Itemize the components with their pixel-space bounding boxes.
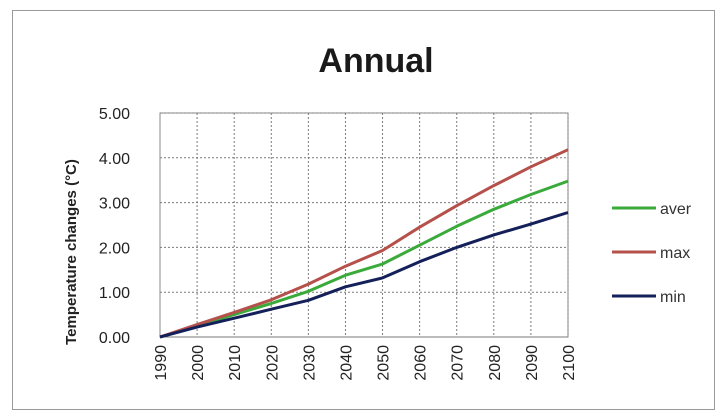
x-tick-label: 2040: [338, 345, 355, 381]
y-axis-ticks: 0.00 1.00 2.00 3.00 4.00 5.00: [99, 106, 130, 347]
x-axis-ticks: 1990 2000 2010 2020 2030 2040 2050 2060 2070 2080…: [153, 345, 578, 381]
y-axis-label: Temperature changes (°C): [63, 159, 80, 345]
series-line-max: [159, 148, 569, 339]
x-tick-label: 1990: [153, 345, 170, 381]
y-tick-label: 2.00: [99, 240, 130, 257]
x-tick-label: 2080: [487, 345, 504, 381]
series-line-min: [159, 211, 569, 339]
x-tick-label: 2030: [301, 345, 318, 381]
legend-label-max: max: [660, 245, 690, 262]
chart-frame: Annual 0.00 1.00 2.00 3.00 4.00 5.00 1990 2000…: [12, 10, 715, 410]
legend-label-aver: aver: [660, 201, 692, 218]
x-tick-label: 2100: [561, 345, 578, 381]
series-line-aver: [159, 179, 569, 339]
x-tick-label: 2010: [227, 345, 244, 381]
y-tick-label: 3.00: [99, 196, 130, 213]
x-tick-label: 2070: [450, 345, 467, 381]
chart-title: Annual: [318, 42, 433, 80]
x-tick-label: 2000: [190, 345, 207, 381]
grid: [159, 112, 569, 338]
series-lines: [159, 148, 569, 339]
legend: aver max min: [612, 201, 692, 306]
y-tick-label: 4.00: [99, 151, 130, 168]
legend-label-min: min: [660, 289, 686, 306]
x-tick-label: 2090: [524, 345, 541, 381]
x-tick-label: 2020: [264, 345, 281, 381]
x-tick-label: 2060: [413, 345, 430, 381]
y-tick-label: 0.00: [99, 330, 130, 347]
y-tick-label: 1.00: [99, 285, 130, 302]
y-tick-label: 5.00: [99, 106, 130, 123]
line-chart: Annual 0.00 1.00 2.00 3.00 4.00 5.00 1990 2000…: [63, 42, 692, 381]
x-tick-label: 2050: [376, 345, 393, 381]
plot-area: [159, 112, 569, 338]
